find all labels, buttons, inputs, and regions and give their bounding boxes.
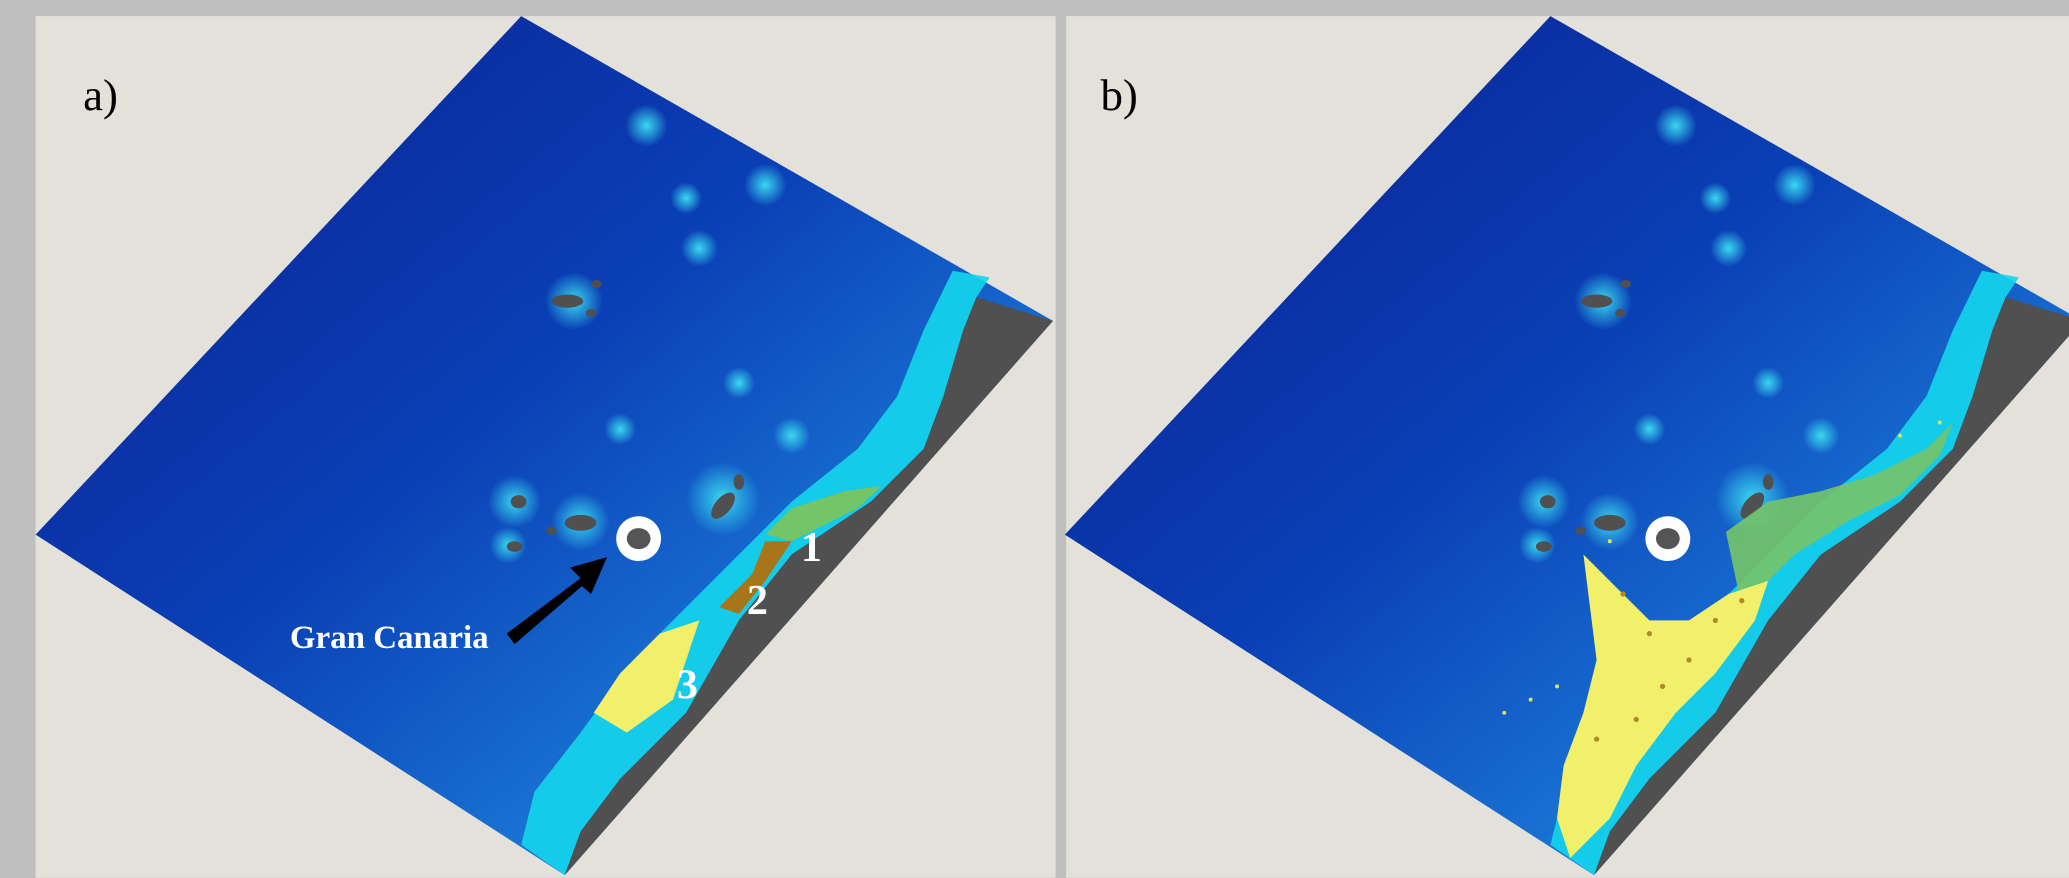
panel-label: a) — [83, 70, 118, 120]
callout: Gran Canaria — [290, 620, 489, 656]
figure: a) Gran Canaria 1 2 3 b) — [0, 0, 2069, 878]
page: {"panels":[{"label":"a)","callout":"Gran… — [0, 0, 2069, 878]
zone-label: 1 — [801, 524, 822, 571]
panel-label: b) — [1100, 70, 1137, 120]
zone-label: 3 — [677, 661, 698, 708]
zone-label: 2 — [747, 577, 768, 624]
